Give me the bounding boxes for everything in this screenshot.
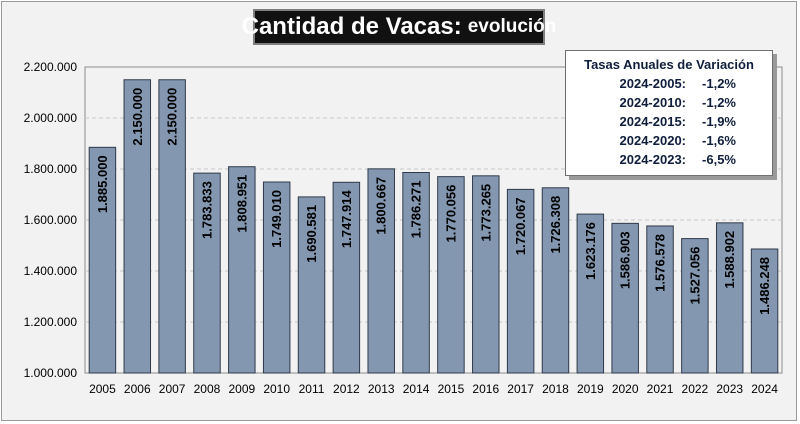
x-tick-label: 2024	[751, 382, 778, 396]
x-tick-label: 2020	[612, 382, 639, 396]
y-tick-label: 2.200.000	[24, 60, 78, 74]
x-tick-label: 2018	[542, 382, 569, 396]
bar	[715, 222, 744, 374]
bar	[681, 238, 709, 374]
x-tick-label: 2006	[124, 382, 151, 396]
bar	[506, 188, 535, 374]
bar-data-label: 1.808.951	[234, 175, 249, 233]
legend-title: Tasas Anuales de Variación	[584, 57, 754, 72]
x-tick-label: 2023	[716, 382, 743, 396]
x-tick-label: 2008	[194, 382, 221, 396]
bar	[123, 79, 152, 374]
bar-data-label: 1.783.833	[199, 181, 214, 239]
rate-label: 2024-2020:	[619, 133, 687, 148]
x-tick-label: 2015	[438, 382, 465, 396]
rate-value: -1,2%	[702, 95, 736, 110]
bar	[402, 172, 430, 374]
rate-value: -6,5%	[702, 152, 736, 167]
x-tick-label: 2019	[577, 382, 604, 396]
bar	[367, 168, 395, 374]
x-tick-label: 2013	[368, 382, 395, 396]
x-tick-label: 2014	[403, 382, 430, 396]
bar-data-label: 1.786.271	[409, 181, 424, 239]
rate-value: -1,6%	[702, 133, 736, 148]
bar-data-label: 1.586.903	[618, 231, 633, 289]
y-tick-label: 2.000.000	[24, 111, 78, 125]
bar-data-label: 1.576.578	[653, 234, 668, 292]
bar-data-label: 1.726.308	[548, 196, 563, 254]
chart-subtitle: evolución	[467, 16, 557, 37]
x-tick-label: 2012	[333, 382, 360, 396]
x-tick-label: 2021	[647, 382, 674, 396]
bar-data-label: 1.527.056	[687, 247, 702, 305]
rate-row: 2024-2005: -1,2%	[566, 74, 772, 93]
bar	[576, 213, 605, 374]
rate-row: 2024-2023: -6,5%	[566, 150, 772, 169]
bar	[332, 181, 361, 374]
y-tick-label: 1.200.000	[24, 315, 78, 329]
bar-data-label: 1.690.581	[304, 205, 319, 263]
bar	[750, 248, 779, 374]
bar	[297, 196, 326, 374]
rate-value: -1,2%	[702, 76, 736, 91]
bar-data-label: 2.150.000	[165, 88, 180, 146]
bar	[541, 187, 570, 374]
x-tick-label: 2017	[507, 382, 534, 396]
x-tick-label: 2022	[682, 382, 709, 396]
rate-label: 2024-2023:	[619, 152, 687, 167]
rate-row: 2024-2010: -1,2%	[566, 93, 772, 112]
rate-label: 2024-2005:	[619, 76, 687, 91]
bar	[228, 166, 256, 374]
bar-data-label: 1.770.056	[443, 185, 458, 243]
rate-label: 2024-2015:	[619, 114, 687, 129]
y-tick-label: 1.600.000	[24, 213, 78, 227]
bar-data-label: 1.749.010	[269, 190, 284, 248]
y-tick-label: 1.000.000	[24, 366, 78, 380]
bar	[646, 225, 674, 374]
y-tick-label: 1.400.000	[24, 264, 78, 278]
rates-legend: Tasas Anuales de Variación 2024-2005: -1…	[565, 50, 773, 176]
x-tick-label: 2009	[228, 382, 255, 396]
bar	[158, 79, 186, 374]
x-tick-label: 2007	[159, 382, 186, 396]
rate-label: 2024-2010:	[619, 95, 687, 110]
x-tick-label: 2016	[472, 382, 499, 396]
x-tick-label: 2011	[299, 382, 325, 396]
bar	[611, 222, 639, 374]
chart-title-box: Cantidad de Vacas: evolución	[242, 9, 556, 45]
bar-data-label: 1.486.248	[757, 257, 772, 315]
rate-row: 2024-2020: -1,6%	[566, 131, 772, 150]
rate-value: -1,9%	[702, 114, 736, 129]
rate-row: 2024-2015: -1,9%	[566, 112, 772, 131]
bar-data-label: 2.150.000	[130, 88, 145, 146]
y-tick-label: 1.800.000	[24, 162, 78, 176]
x-tick-label: 2005	[89, 382, 116, 396]
bar	[193, 172, 221, 374]
chart-title: Cantidad de Vacas:	[241, 13, 462, 40]
bar	[88, 146, 117, 374]
bar-data-label: 1.800.667	[374, 177, 389, 235]
bar	[472, 175, 500, 374]
bar-data-label: 1.885.000	[95, 155, 110, 213]
bar-data-label: 1.623.176	[583, 222, 598, 280]
bar-data-label: 1.747.914	[339, 190, 354, 249]
bar	[262, 181, 291, 374]
bar-data-label: 1.773.265	[478, 184, 493, 242]
bar	[437, 176, 465, 374]
bar-data-label: 1.720.067	[513, 197, 528, 255]
bar-data-label: 1.588.902	[722, 231, 737, 289]
x-tick-label: 2010	[263, 382, 290, 396]
